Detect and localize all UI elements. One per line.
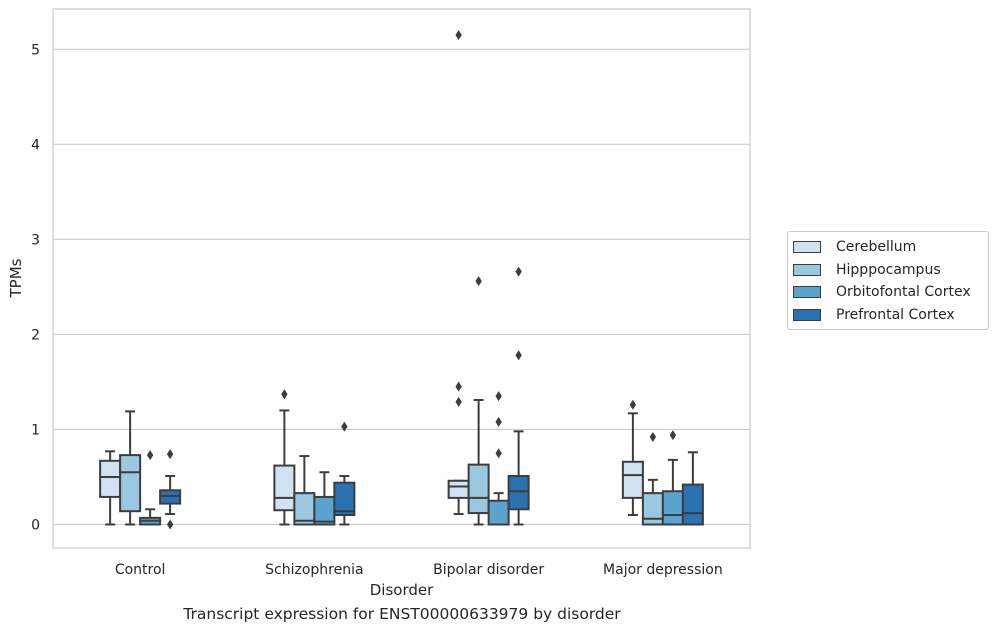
outlier-point bbox=[166, 519, 174, 530]
box-iqr bbox=[447, 479, 470, 499]
y-axis-label: TPMs bbox=[7, 258, 25, 298]
box-hipppocampus bbox=[119, 410, 142, 526]
y-tick-label: 2 bbox=[31, 327, 40, 343]
box-cerebellum bbox=[99, 450, 122, 526]
outlier-point bbox=[629, 399, 637, 410]
box-iqr bbox=[99, 459, 122, 498]
box-cerebellum bbox=[447, 29, 470, 516]
box-hipppocampus bbox=[641, 432, 664, 526]
legend-item: Hipppocampus bbox=[788, 259, 988, 282]
box-cerebellum bbox=[273, 389, 296, 526]
box-orbitofontal-cortex bbox=[487, 391, 510, 526]
chart-caption: Transcript expression for ENST0000063397… bbox=[183, 605, 621, 623]
box-iqr bbox=[273, 464, 296, 512]
outlier-point bbox=[495, 448, 502, 459]
legend-item: Cerebellum bbox=[788, 236, 988, 259]
y-axis-ticks: 0 1 2 3 4 5 bbox=[31, 42, 40, 533]
outlier-point bbox=[495, 416, 502, 427]
y-tick-label: 4 bbox=[31, 137, 40, 153]
legend-item: Prefrontal Cortex bbox=[788, 304, 988, 327]
box-prefrontal-cortex bbox=[681, 451, 704, 526]
outlier-point bbox=[515, 266, 522, 277]
outlier-point bbox=[475, 276, 482, 287]
legend-swatch bbox=[793, 309, 821, 322]
box-hipppocampus bbox=[467, 276, 490, 526]
outlier-point bbox=[166, 449, 174, 460]
outlier-point bbox=[341, 421, 348, 432]
box-iqr bbox=[681, 483, 704, 526]
legend-item: Orbitofontal Cortex bbox=[788, 281, 988, 304]
box-hipppocampus bbox=[293, 455, 316, 526]
legend-swatch bbox=[793, 263, 821, 276]
box-prefrontal-cortex bbox=[333, 421, 356, 526]
box-orbitofontal-cortex bbox=[139, 450, 162, 526]
box-plot-marks bbox=[99, 29, 704, 530]
legend-label: Orbitofontal Cortex bbox=[836, 284, 971, 301]
y-tick-label: 0 bbox=[31, 518, 40, 534]
x-tick-label: Control bbox=[115, 562, 166, 578]
box-iqr bbox=[621, 460, 644, 499]
plot-area-frame bbox=[52, 8, 751, 549]
box-orbitofontal-cortex bbox=[661, 430, 684, 526]
legend-label: Prefrontal Cortex bbox=[836, 307, 955, 324]
box-iqr bbox=[467, 463, 490, 515]
outlier-point bbox=[669, 430, 677, 441]
box-prefrontal-cortex bbox=[159, 449, 182, 530]
outlier-point bbox=[146, 450, 154, 461]
box-iqr bbox=[661, 490, 684, 526]
box-iqr bbox=[313, 495, 336, 526]
y-tick-label: 1 bbox=[31, 422, 40, 438]
legend-swatch bbox=[793, 241, 821, 254]
x-tick-label: Bipolar disorder bbox=[433, 562, 544, 578]
outlier-point bbox=[515, 350, 522, 361]
legend: Cerebellum Hipppocampus Orbitofontal Corte… bbox=[787, 231, 989, 331]
legend-label: Cerebellum bbox=[836, 239, 917, 256]
box-iqr bbox=[487, 499, 510, 526]
box-orbitofontal-cortex bbox=[313, 471, 336, 526]
outlier-point bbox=[649, 432, 657, 443]
outlier-point bbox=[495, 391, 502, 402]
x-tick-label: Schizophrenia bbox=[265, 562, 363, 578]
outlier-point bbox=[281, 389, 288, 400]
box-cerebellum bbox=[621, 399, 644, 516]
legend-label: Hipppocampus bbox=[836, 261, 941, 278]
outlier-point bbox=[455, 396, 462, 407]
outlier-point bbox=[455, 381, 462, 392]
box-prefrontal-cortex bbox=[507, 266, 530, 526]
outlier-point bbox=[455, 29, 462, 40]
y-tick-label: 3 bbox=[31, 232, 40, 248]
x-axis-ticks: Control Schizophrenia Bipolar disorder Majo… bbox=[115, 562, 723, 578]
gridlines bbox=[53, 48, 750, 526]
box-iqr bbox=[507, 475, 530, 511]
box-iqr bbox=[119, 454, 142, 513]
x-axis-label: Disorder bbox=[370, 581, 434, 599]
box-iqr bbox=[333, 481, 356, 516]
legend-swatch bbox=[793, 286, 821, 299]
y-tick-label: 5 bbox=[31, 42, 40, 58]
x-tick-label: Major depression bbox=[603, 562, 723, 578]
